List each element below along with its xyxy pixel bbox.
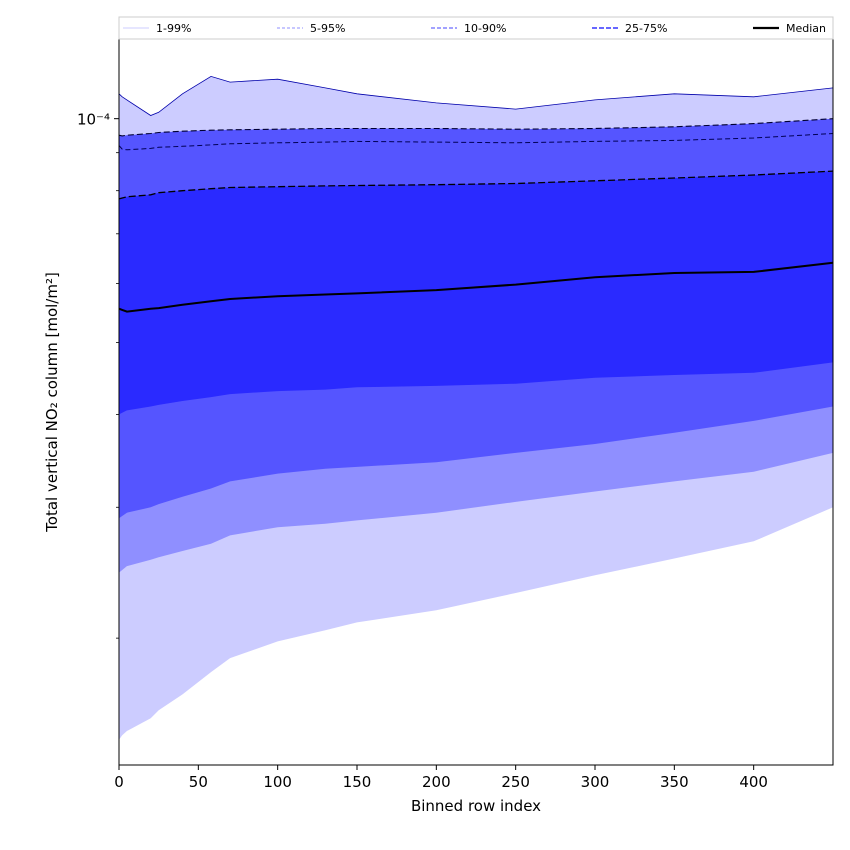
x-tick-label: 250: [501, 773, 530, 791]
x-tick-label: 350: [660, 773, 689, 791]
y-axis: 10⁻⁴: [77, 111, 119, 639]
x-tick-label: 50: [189, 773, 208, 791]
line-95: [118, 133, 834, 151]
x-tick-label: 200: [422, 773, 451, 791]
legend-label-3: 25-75%: [625, 22, 667, 35]
percentile-lines: [118, 75, 834, 313]
x-tick-label: 0: [114, 773, 124, 791]
x-tick-label: 300: [581, 773, 610, 791]
x-tick-label: 400: [739, 773, 768, 791]
line-90: [118, 118, 834, 137]
x-tick-label: 100: [263, 773, 292, 791]
legend: 1-99% 5-95% 10-90% 25-75% Median: [118, 16, 834, 40]
x-tick-label: 150: [343, 773, 372, 791]
band-25-75: [119, 171, 833, 415]
line-75: [118, 170, 834, 200]
percentile-bands: [119, 76, 833, 740]
legend-label-1: 5-95%: [310, 22, 345, 35]
y-axis-label: Total vertical NO₂ column [mol/m²]: [43, 272, 61, 533]
y-tick-label: 10⁻⁴: [77, 111, 110, 129]
legend-box: [118, 16, 834, 40]
line-99: [118, 75, 834, 116]
legend-label-0: 1-99%: [156, 22, 191, 35]
x-axis-label: Binned row index: [411, 797, 541, 815]
legend-label-2: 10-90%: [464, 22, 506, 35]
x-axis: 0 50 100 150 200 250 300 350 400: [114, 765, 768, 791]
legend-label-4: Median: [786, 22, 826, 35]
median-line: [118, 261, 834, 313]
